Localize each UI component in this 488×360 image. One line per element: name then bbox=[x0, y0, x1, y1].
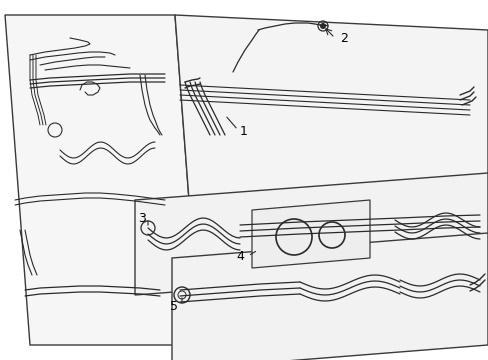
Polygon shape bbox=[5, 15, 200, 345]
Polygon shape bbox=[135, 173, 487, 295]
Polygon shape bbox=[175, 15, 487, 345]
Polygon shape bbox=[251, 200, 369, 268]
Text: 3: 3 bbox=[138, 212, 145, 225]
Text: 1: 1 bbox=[240, 125, 247, 138]
Polygon shape bbox=[172, 233, 487, 360]
Text: 2: 2 bbox=[339, 32, 347, 45]
Circle shape bbox=[320, 23, 325, 28]
Text: 4: 4 bbox=[236, 251, 244, 264]
Text: 5: 5 bbox=[170, 300, 178, 312]
